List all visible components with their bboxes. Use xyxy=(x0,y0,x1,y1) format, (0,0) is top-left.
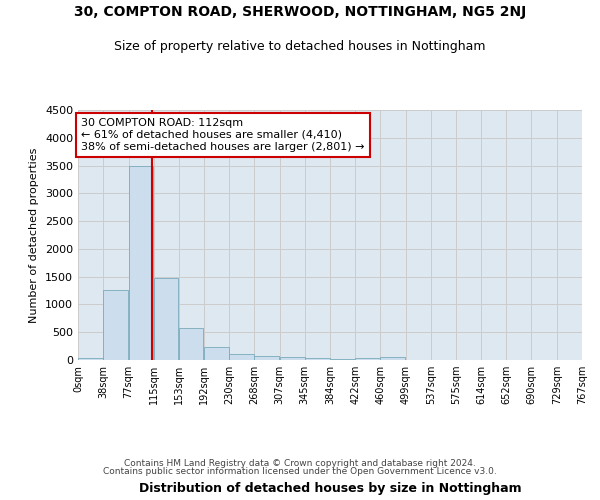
Bar xyxy=(355,358,380,360)
Text: Contains public sector information licensed under the Open Government Licence v3: Contains public sector information licen… xyxy=(103,467,497,476)
Text: 30, COMPTON ROAD, SHERWOOD, NOTTINGHAM, NG5 2NJ: 30, COMPTON ROAD, SHERWOOD, NOTTINGHAM, … xyxy=(74,5,526,19)
Y-axis label: Number of detached properties: Number of detached properties xyxy=(29,148,40,322)
Text: Size of property relative to detached houses in Nottingham: Size of property relative to detached ho… xyxy=(114,40,486,53)
Bar xyxy=(129,166,154,360)
Bar xyxy=(205,346,229,360)
Bar xyxy=(280,357,305,360)
Bar xyxy=(179,328,203,360)
Bar xyxy=(103,290,128,360)
Bar xyxy=(154,278,178,360)
Bar xyxy=(229,354,254,360)
Text: 30 COMPTON ROAD: 112sqm
← 61% of detached houses are smaller (4,410)
38% of semi: 30 COMPTON ROAD: 112sqm ← 61% of detache… xyxy=(81,118,365,152)
Bar xyxy=(78,358,103,360)
Bar xyxy=(254,356,279,360)
Bar xyxy=(380,357,405,360)
Bar xyxy=(331,359,355,360)
Text: Contains HM Land Registry data © Crown copyright and database right 2024.: Contains HM Land Registry data © Crown c… xyxy=(124,458,476,468)
Text: Distribution of detached houses by size in Nottingham: Distribution of detached houses by size … xyxy=(139,482,521,495)
Bar xyxy=(305,358,329,360)
